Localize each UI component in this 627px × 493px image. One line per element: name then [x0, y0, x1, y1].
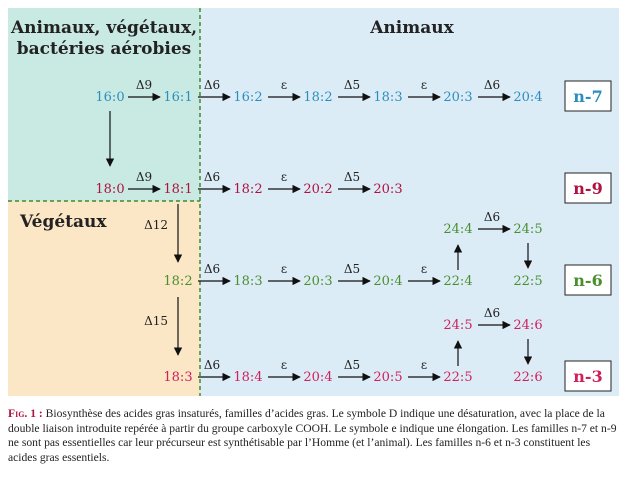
region-title-animal: Animaux — [369, 18, 454, 38]
biosynthesis-diagram: Animaux, végétaux, bactéries aérobies An… — [8, 8, 619, 396]
region-animal — [200, 8, 619, 396]
node-r3-24-4: 24:4 — [443, 222, 472, 237]
node-r4-22-5: 22:5 — [443, 370, 472, 385]
figure-caption: Fig. 1 : Biosynthèse des acides gras ins… — [8, 407, 619, 465]
family-label-n3: n-3 — [573, 367, 602, 386]
family-box-n9 — [564, 172, 612, 204]
node-r3-24-5: 24:5 — [513, 222, 542, 237]
family-label-n7: n-7 — [573, 87, 602, 106]
node-r2-20-3: 20:3 — [373, 182, 402, 197]
node-r1-16-1: 16:1 — [163, 90, 192, 105]
label-r4-d5: Δ5 — [344, 358, 360, 372]
node-r3-22-4: 22:4 — [443, 274, 472, 289]
family-box-n7 — [564, 80, 612, 112]
region-title-aerobic-line1: Animaux, végétaux, — [10, 18, 197, 38]
node-r4-22-6: 22:6 — [513, 370, 542, 385]
label-r3-eps1: ε — [281, 262, 287, 276]
node-r3-20-4: 20:4 — [373, 274, 402, 289]
label-r4-eps1: ε — [281, 358, 287, 372]
label-r1-d9: Δ9 — [136, 78, 152, 92]
label-r1-d6b: Δ6 — [484, 78, 500, 92]
node-r2-18-0: 18:0 — [95, 182, 124, 197]
label-r1-eps2: ε — [421, 78, 427, 92]
node-r1-18-2: 18:2 — [303, 90, 332, 105]
label-r2-eps: ε — [281, 170, 287, 184]
node-r1-16-0: 16:0 — [95, 90, 124, 105]
region-plant — [8, 201, 200, 396]
node-r1-16-2: 16:2 — [233, 90, 262, 105]
node-r4-24-5: 24:5 — [443, 318, 472, 333]
node-r3-22-5: 22:5 — [513, 274, 542, 289]
label-d12: Δ12 — [144, 218, 168, 232]
node-r3-18-2: 18:2 — [163, 274, 192, 289]
region-title-aerobic-line2: bactéries aérobies — [17, 39, 192, 59]
node-r1-18-3: 18:3 — [373, 90, 402, 105]
node-r2-18-1: 18:1 — [163, 182, 192, 197]
node-r4-20-5: 20:5 — [373, 370, 402, 385]
label-r1-d6a: Δ6 — [204, 78, 220, 92]
label-r2-d9: Δ9 — [136, 170, 152, 184]
node-r2-20-2: 20:2 — [303, 182, 332, 197]
label-r3-d5: Δ5 — [344, 262, 360, 276]
caption-lead: Fig. 1 : — [8, 407, 43, 420]
region-aerobic — [8, 8, 200, 201]
label-r4-d6-top: Δ6 — [484, 306, 500, 320]
label-r3-eps2: ε — [421, 262, 427, 276]
node-r3-20-3: 20:3 — [303, 274, 332, 289]
family-label-n6: n-6 — [573, 271, 602, 290]
family-box-n6 — [564, 264, 612, 296]
region-title-plant: Végétaux — [19, 212, 107, 232]
family-label-n9: n-9 — [573, 179, 602, 198]
node-r1-20-3: 20:3 — [443, 90, 472, 105]
node-r2-18-2: 18:2 — [233, 182, 262, 197]
label-d15: Δ15 — [144, 314, 168, 328]
label-r2-d5: Δ5 — [344, 170, 360, 184]
node-r1-20-4: 20:4 — [513, 90, 542, 105]
label-r1-d5: Δ5 — [344, 78, 360, 92]
node-r4-20-4: 20:4 — [303, 370, 332, 385]
label-r3-d6-top: Δ6 — [484, 210, 500, 224]
label-r4-eps2: ε — [421, 358, 427, 372]
label-r4-d6: Δ6 — [204, 358, 220, 372]
node-r4-18-3: 18:3 — [163, 370, 192, 385]
label-r3-d6: Δ6 — [204, 262, 220, 276]
node-r4-24-6: 24:6 — [513, 318, 542, 333]
label-r2-d6: Δ6 — [204, 170, 220, 184]
node-r4-18-4: 18:4 — [233, 370, 262, 385]
label-r1-eps1: ε — [281, 78, 287, 92]
caption-text: Biosynthèse des acides gras insaturés, f… — [8, 407, 617, 464]
family-box-n3 — [564, 360, 612, 392]
node-r3-18-3: 18:3 — [233, 274, 262, 289]
